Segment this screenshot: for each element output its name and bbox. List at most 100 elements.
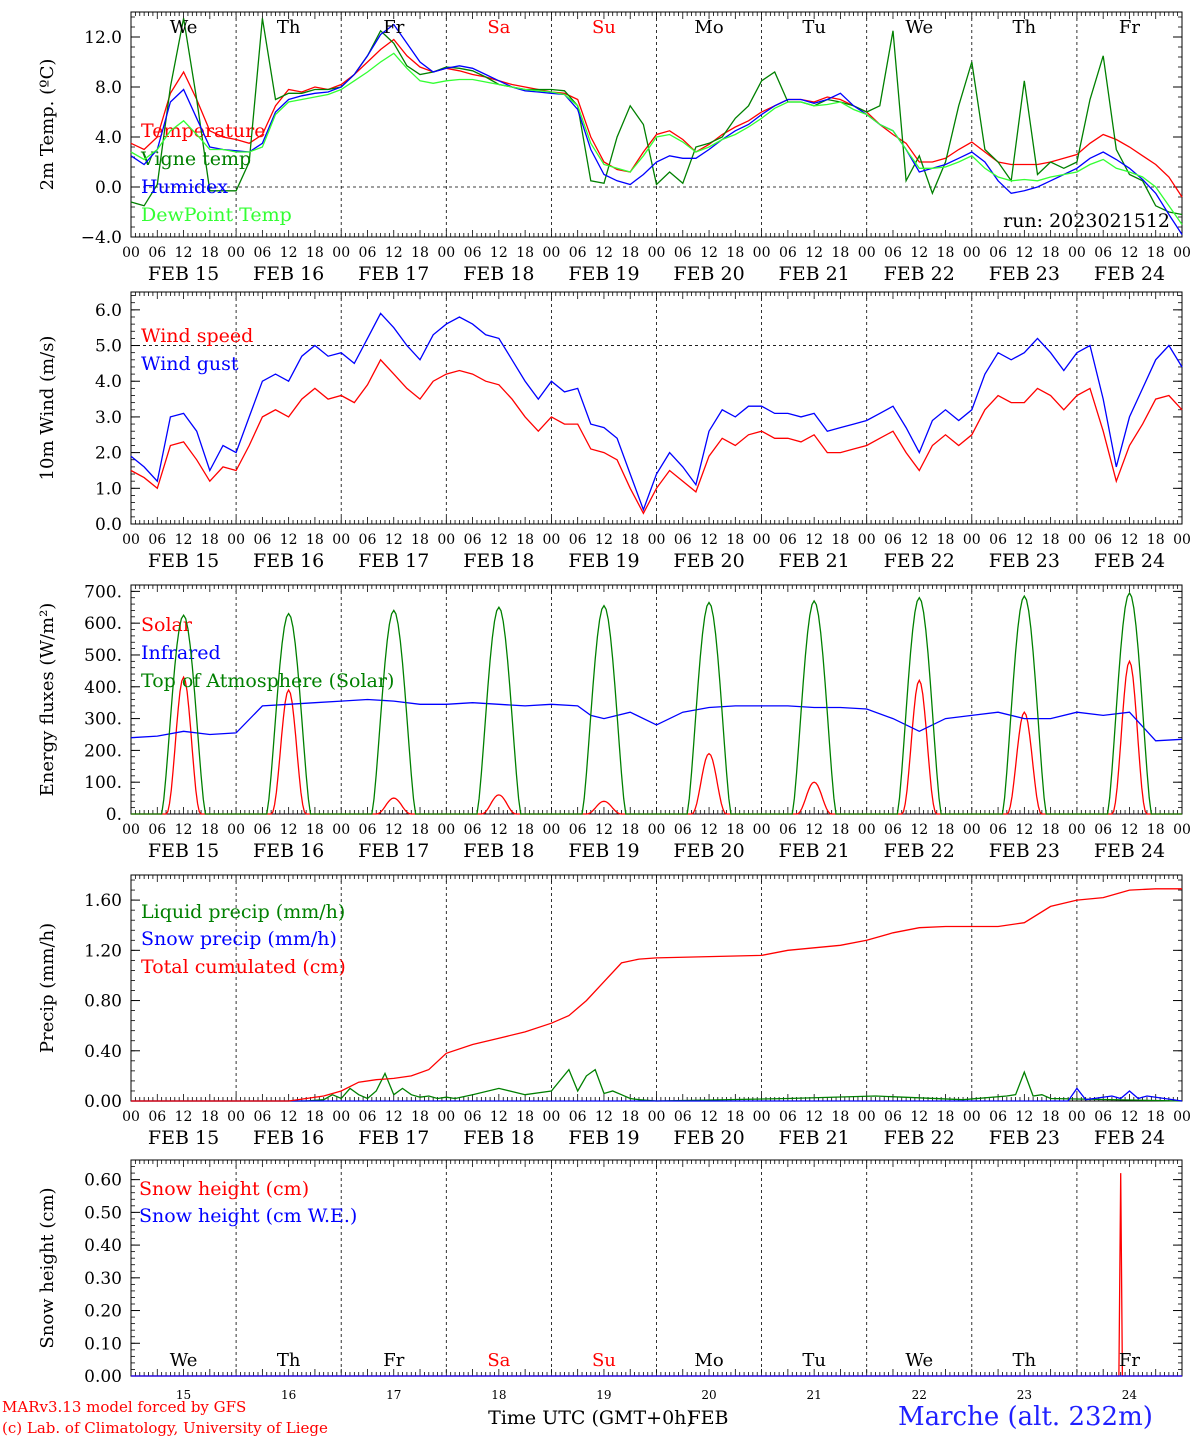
hour-tick-label: 18 xyxy=(1147,1109,1165,1125)
weekday-label: Th xyxy=(1013,1350,1037,1371)
day-number-label: 19 xyxy=(596,1388,611,1402)
month-label: FEB xyxy=(687,1407,728,1429)
hour-tick-label: 06 xyxy=(569,532,587,548)
date-label: FEB 19 xyxy=(568,263,639,285)
hour-tick-label: 18 xyxy=(621,245,639,261)
hour-tick-label: 12 xyxy=(805,245,823,261)
hour-tick-label: 06 xyxy=(148,1109,166,1125)
hour-tick-label: 00 xyxy=(963,245,981,261)
hour-tick-label: 00 xyxy=(332,1109,350,1125)
date-label: FEB 15 xyxy=(148,840,219,862)
hour-tick-label: 06 xyxy=(779,822,797,838)
hour-tick-label: 06 xyxy=(464,245,482,261)
hour-tick-label: 06 xyxy=(148,245,166,261)
hour-tick-label: 12 xyxy=(700,532,718,548)
hour-tick-label: 06 xyxy=(674,822,692,838)
hour-tick-label: 12 xyxy=(1015,822,1033,838)
hour-tick-label: 12 xyxy=(175,1109,193,1125)
hour-tick-label: 00 xyxy=(753,245,771,261)
hour-tick-label: 18 xyxy=(937,1109,955,1125)
legend-entry-snow-1: Snow height (cm W.E.) xyxy=(139,1205,357,1227)
legend-entry-precip-0: Liquid precip (mm/h) xyxy=(141,901,345,923)
weekday-label: Tu xyxy=(802,17,826,38)
legend-entry-wind-1: Wind gust xyxy=(141,353,239,375)
date-label: FEB 20 xyxy=(673,840,744,862)
date-label: FEB 16 xyxy=(253,840,324,862)
weekday-label: We xyxy=(170,1350,198,1371)
weekday-label: We xyxy=(905,1350,933,1371)
hour-tick-label: 18 xyxy=(832,245,850,261)
hour-tick-label: 12 xyxy=(385,532,403,548)
hour-tick-label: 18 xyxy=(832,822,850,838)
y-tick-label: 3.0 xyxy=(95,408,122,428)
hour-tick-label: 06 xyxy=(884,822,902,838)
date-label: FEB 15 xyxy=(148,1127,219,1149)
hour-tick-label: 00 xyxy=(437,532,455,548)
y-tick-label: 0.0 xyxy=(95,515,122,535)
hour-tick-label: 00 xyxy=(648,532,666,548)
hour-tick-label: 18 xyxy=(516,532,534,548)
weekday-label: We xyxy=(170,17,198,38)
y-tick-label: 2.0 xyxy=(95,444,122,464)
legend-entry-flux-0: Solar xyxy=(141,614,193,636)
hour-tick-label: 00 xyxy=(1173,822,1191,838)
y-tick-label: 100. xyxy=(84,773,122,793)
hour-tick-label: 00 xyxy=(648,822,666,838)
hour-tick-label: 18 xyxy=(201,245,219,261)
date-label: FEB 16 xyxy=(253,1127,324,1149)
y-tick-label: −4.0 xyxy=(81,228,122,248)
day-number-label: 22 xyxy=(912,1388,927,1402)
y-axis-label: 2m Temp. (ºC) xyxy=(37,59,58,191)
weekday-label: Sa xyxy=(487,1350,510,1371)
hour-tick-label: 18 xyxy=(1042,822,1060,838)
hour-tick-label: 18 xyxy=(1042,532,1060,548)
series-line-precip-1 xyxy=(131,1087,1183,1102)
y-tick-label: 6.0 xyxy=(95,301,122,321)
y-tick-label: 0.60 xyxy=(84,1171,122,1191)
date-label: FEB 23 xyxy=(989,840,1060,862)
hour-tick-label: 18 xyxy=(621,822,639,838)
day-number-label: 16 xyxy=(281,1388,296,1402)
date-label: FEB 20 xyxy=(673,550,744,572)
hour-tick-label: 06 xyxy=(1094,822,1112,838)
date-label: FEB 21 xyxy=(779,263,850,285)
y-tick-label: 0.20 xyxy=(84,1302,122,1322)
hour-tick-label: 12 xyxy=(1015,1109,1033,1125)
hour-tick-label: 18 xyxy=(937,532,955,548)
date-label: FEB 24 xyxy=(1094,840,1165,862)
hour-tick-label: 18 xyxy=(832,1109,850,1125)
hour-tick-label: 06 xyxy=(253,1109,271,1125)
hour-tick-label: 12 xyxy=(595,245,613,261)
series-line-wind-0 xyxy=(130,358,1183,515)
weekday-label: Fr xyxy=(383,1350,404,1371)
legend-entry-temp-2: Humidex xyxy=(141,176,228,198)
hour-tick-label: 18 xyxy=(411,1109,429,1125)
hour-tick-label: 06 xyxy=(674,1109,692,1125)
hour-tick-label: 06 xyxy=(989,532,1007,548)
hour-tick-label: 06 xyxy=(359,245,377,261)
legend-entry-precip-2: Total cumulated (cm) xyxy=(141,956,346,978)
hour-tick-label: 00 xyxy=(542,1109,560,1125)
hour-tick-label: 00 xyxy=(122,822,140,838)
date-label: FEB 19 xyxy=(568,840,639,862)
hour-tick-label: 00 xyxy=(542,532,560,548)
date-label: FEB 17 xyxy=(358,1127,429,1149)
day-number-label: 15 xyxy=(176,1388,191,1402)
day-number-label: 20 xyxy=(701,1388,716,1402)
date-label: FEB 21 xyxy=(779,1127,850,1149)
date-label: FEB 23 xyxy=(989,1127,1060,1149)
hour-tick-label: 18 xyxy=(1147,532,1165,548)
hour-tick-label: 18 xyxy=(832,532,850,548)
hour-tick-label: 00 xyxy=(542,245,560,261)
hour-tick-label: 12 xyxy=(385,245,403,261)
hour-tick-label: 12 xyxy=(805,1109,823,1125)
hour-tick-label: 00 xyxy=(858,1109,876,1125)
date-label: FEB 22 xyxy=(884,1127,955,1149)
legend-entry-precip-1: Snow precip (mm/h) xyxy=(141,928,337,950)
date-label: FEB 17 xyxy=(358,263,429,285)
date-label: FEB 23 xyxy=(989,550,1060,572)
hour-tick-label: 12 xyxy=(175,245,193,261)
y-tick-label: 0.80 xyxy=(84,992,122,1012)
series-line-temp-1 xyxy=(130,18,1183,216)
